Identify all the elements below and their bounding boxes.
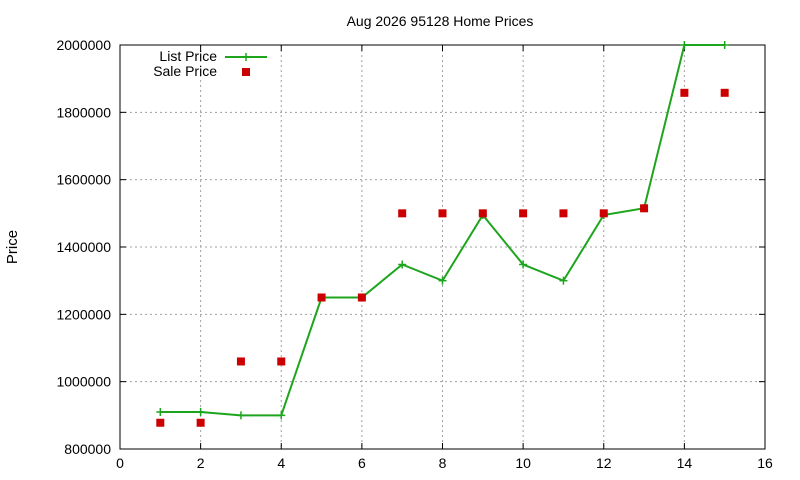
grid [120, 45, 765, 449]
y-tick-label: 1200000 [56, 306, 111, 322]
x-tick-label: 8 [439, 455, 447, 471]
x-tick-label: 2 [197, 455, 205, 471]
y-axis-label: Price [4, 230, 21, 264]
list-price-point [559, 276, 568, 285]
sale-price-point [640, 204, 649, 213]
list-price-point [236, 411, 245, 420]
legend: List Price Sale Price [153, 48, 267, 79]
sale-price-point [277, 357, 286, 366]
sale-price-point [720, 88, 729, 97]
legend-label-sale-price: Sale Price [153, 63, 217, 79]
y-tick-label: 2000000 [56, 37, 111, 53]
list-price-point [196, 407, 205, 416]
sale-price-point [438, 209, 447, 218]
sale-price-point [357, 293, 366, 302]
sale-price-point [519, 209, 528, 218]
x-axis-ticks: 0 2 4 6 8 10 12 14 16 [116, 45, 773, 471]
list-price-point [398, 260, 407, 269]
x-tick-label: 10 [515, 455, 531, 471]
sale-price-point [680, 88, 689, 97]
sale-price-point [156, 418, 165, 427]
list-price-point [519, 260, 528, 269]
list-price-point [156, 407, 165, 416]
x-tick-label: 0 [116, 455, 124, 471]
y-tick-label: 1800000 [56, 104, 111, 120]
sale-price-point [196, 418, 205, 427]
sale-price-point [317, 293, 326, 302]
legend-label-list-price: List Price [159, 48, 217, 64]
list-price-point [277, 411, 286, 420]
series [156, 41, 729, 427]
sale-price-point [478, 209, 487, 218]
legend-marker-sale-price [242, 68, 250, 76]
sale-price-point [398, 209, 407, 218]
list-price-point [680, 41, 689, 49]
y-axis-ticks: 800000 1000000 1200000 1400000 1600000 180000… [56, 37, 765, 457]
list-price-point [720, 41, 729, 49]
x-tick-label: 6 [358, 455, 366, 471]
y-tick-label: 800000 [64, 441, 111, 457]
legend-marker-list-price [242, 53, 250, 61]
sale-price-point [599, 209, 608, 218]
sale-price-point [559, 209, 568, 218]
x-tick-label: 12 [596, 455, 612, 471]
list-price-point [438, 276, 447, 285]
x-tick-label: 16 [757, 455, 773, 471]
x-tick-label: 4 [277, 455, 285, 471]
y-tick-label: 1400000 [56, 239, 111, 255]
chart-title: Aug 2026 95128 Home Prices [347, 13, 534, 29]
y-tick-label: 1000000 [56, 374, 111, 390]
x-tick-label: 14 [677, 455, 693, 471]
y-tick-label: 1600000 [56, 172, 111, 188]
sale-price-point [236, 357, 245, 366]
